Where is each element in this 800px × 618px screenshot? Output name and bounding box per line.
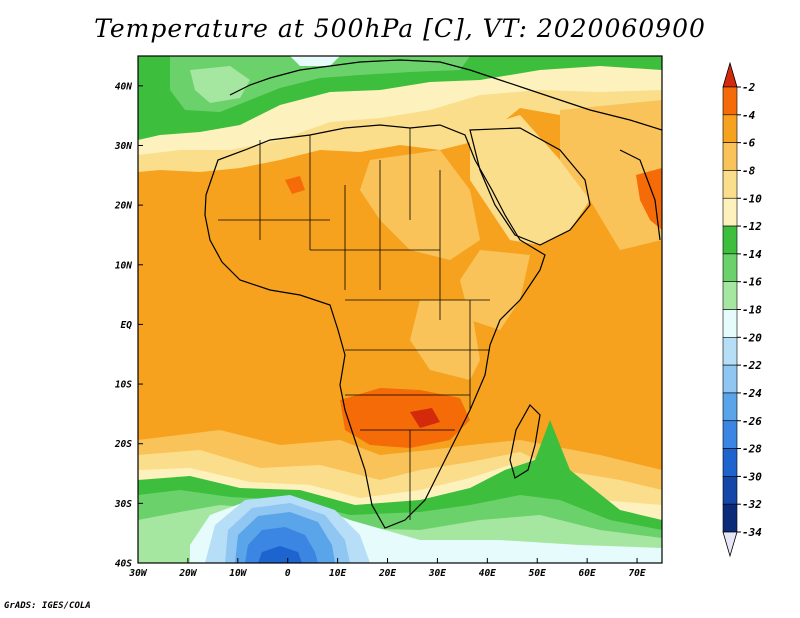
colorbar-bin (722, 281, 738, 310)
grads-credit: GrADS: IGES/COLA (4, 601, 91, 611)
lat-tick-label: 10N (115, 260, 132, 271)
arabia-coastline (469, 127, 591, 246)
map-title: Temperature at 500hPa [C], VT: 202006090… (94, 14, 706, 43)
europe-coastline (229, 59, 662, 131)
lat-tick-label: EQ (121, 320, 133, 331)
longitude-axis: 30W 20W 10W 0 10E 20E 30E 40E 50E 60E 70E (128, 558, 646, 579)
colorbar-max-arrow (722, 61, 738, 88)
lon-tick-label: 10E (329, 568, 346, 579)
lon-tick-label: 30E (428, 568, 446, 579)
field-minus4-sahara (285, 176, 305, 194)
colorbar: -2 -4 -6 -8 -10 -12 -14 -16 -18 -20 -22 -24 -26 -28 -3… (722, 61, 762, 558)
lon-tick-label: 0 (285, 568, 291, 579)
colorbar-bin (722, 253, 738, 282)
lat-tick-label: 40N (115, 81, 132, 92)
cold-pool-30 (258, 546, 302, 563)
colorbar-label: -16 (742, 276, 762, 289)
colorbar-label: -18 (742, 304, 762, 317)
colorbar-bin (722, 225, 738, 255)
lon-tick-label: 30W (128, 568, 147, 579)
colorbar-bin (722, 420, 738, 449)
colorbar-label: -30 (742, 470, 762, 483)
colorbar-label: -2 (742, 81, 756, 94)
lat-tick-label: 20S (114, 439, 132, 450)
colorbar-label: -4 (742, 109, 756, 122)
lat-tick-label: 10S (115, 380, 132, 391)
lon-tick-label: 40E (479, 568, 496, 579)
colorbar-min-arrow (722, 531, 738, 558)
lat-tick-label: 40S (115, 559, 132, 570)
colorbar-bin (722, 337, 738, 366)
lon-tick-label: 70E (628, 568, 645, 579)
colorbar-label: -28 (742, 443, 762, 456)
colorbar-label: -12 (742, 220, 762, 233)
lat-tick-label: 30S (114, 499, 132, 510)
lon-tick-label: 60E (579, 568, 596, 579)
field-minus4-india (636, 168, 662, 230)
colorbar-label: -20 (742, 331, 762, 344)
field-minus8-east (560, 100, 662, 250)
colorbar-label: -6 (742, 137, 756, 150)
colorbar-bin (722, 476, 738, 505)
colorbar-bin (722, 503, 738, 533)
lon-tick-label: 10W (229, 568, 247, 579)
field-minus18-north (190, 66, 250, 103)
colorbar-bin (722, 86, 738, 116)
colorbar-bin (722, 364, 738, 394)
colorbar-label: -26 (742, 415, 762, 428)
colorbar-label: -24 (742, 387, 762, 400)
temperature-field (138, 56, 662, 563)
field-minus16-north (170, 56, 470, 112)
colorbar-label: -14 (742, 248, 762, 261)
colorbar-bin (722, 309, 738, 338)
india-coastline (619, 149, 661, 241)
colorbar-label: -10 (742, 192, 762, 205)
field-minus8-eastafrica (410, 300, 480, 380)
lat-tick-label: 30N (114, 141, 132, 152)
colorbar-label: -34 (742, 526, 762, 539)
lon-tick-label: 20E (378, 568, 396, 579)
field-minus4-south (340, 388, 470, 448)
colorbar-label: -22 (742, 359, 762, 372)
colorbar-bin (722, 197, 738, 227)
colorbar-bin (722, 114, 738, 143)
field-minus8-central (360, 150, 480, 260)
country-borders (218, 128, 490, 520)
colorbar-bin (722, 448, 738, 477)
lon-tick-label: 20W (178, 568, 197, 579)
lat-tick-label: 20N (114, 201, 132, 212)
latitude-axis: 40N 30N 20N 10N EQ 10S 20S 30S 40S (114, 81, 143, 570)
madagascar-coastline (509, 404, 541, 479)
lon-tick-label: 50E (529, 568, 546, 579)
field-minus2-south (410, 408, 440, 428)
colorbar-label: -32 (742, 498, 762, 511)
colorbar-bin (722, 142, 738, 171)
field-minus8-horn (460, 250, 530, 330)
field-minus20-north (290, 56, 340, 66)
colorbar-label: -8 (742, 164, 756, 177)
colorbar-bin (722, 392, 738, 422)
colorbar-bin (722, 170, 738, 199)
map-frame (137, 55, 663, 564)
